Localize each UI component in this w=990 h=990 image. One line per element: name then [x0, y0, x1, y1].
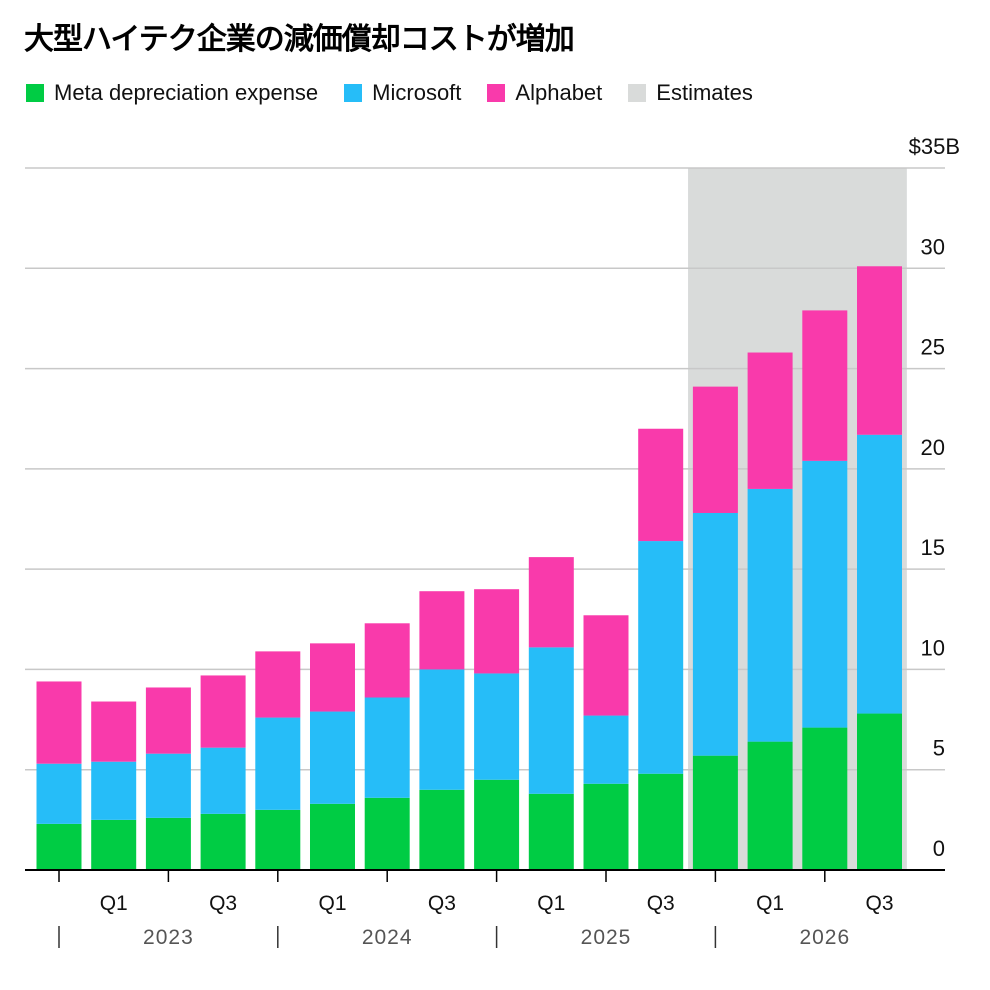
x-tick-label: Q3 [209, 892, 237, 915]
bar-microsoft [364, 697, 410, 798]
bar-alphabet [692, 386, 738, 513]
legend-item-alphabet: Alphabet [487, 80, 602, 106]
y-tick-label: 0 [933, 836, 945, 861]
x-tick-label: Q3 [428, 892, 456, 915]
bar-microsoft [528, 647, 574, 794]
bar-alphabet [638, 428, 684, 542]
x-tick-label: Q1 [318, 892, 346, 915]
bar-microsoft [747, 488, 793, 742]
bar-alphabet [747, 352, 793, 489]
x-tick-label: Q1 [756, 892, 784, 915]
bar-alphabet [36, 681, 82, 764]
chart-title: 大型ハイテク企業の減価償却コストが増加 [24, 22, 575, 57]
legend-item-estimates: Estimates [628, 80, 753, 106]
bar-microsoft [474, 673, 520, 780]
bar-meta [310, 803, 355, 870]
legend-label: Estimates [656, 80, 753, 105]
bar-microsoft [36, 763, 82, 824]
y-tick-label: $35B [909, 134, 960, 159]
year-label: 2026 [799, 926, 850, 949]
x-tick-label: Q3 [647, 892, 675, 915]
bar-microsoft [857, 434, 902, 714]
x-tick-label: Q1 [537, 892, 565, 915]
year-label: 2024 [362, 926, 413, 949]
bar-meta [200, 813, 246, 870]
y-tick-label: 25 [921, 335, 945, 360]
bar-microsoft [802, 460, 848, 728]
bar-alphabet [474, 589, 520, 674]
legend-item-meta: Meta depreciation expense [26, 80, 318, 106]
bar-alphabet [310, 643, 355, 712]
legend: Meta depreciation expense Microsoft Alph… [26, 80, 753, 106]
bar-microsoft [145, 753, 191, 818]
legend-label: Alphabet [515, 80, 603, 105]
legend-label: Microsoft [372, 80, 462, 105]
bar-meta [747, 741, 793, 870]
y-tick-label: 10 [921, 635, 945, 660]
y-tick-label: 20 [921, 435, 945, 460]
bar-microsoft [255, 717, 301, 810]
bar-meta [145, 817, 191, 870]
bar-alphabet [200, 675, 246, 748]
bar-meta [364, 797, 410, 870]
bar-meta [255, 809, 301, 870]
bar-microsoft [583, 715, 629, 784]
bar-meta [802, 727, 848, 870]
legend-swatch-estimates [628, 84, 647, 102]
legend-item-microsoft: Microsoft [344, 80, 461, 106]
bar-microsoft [310, 711, 355, 804]
bar-alphabet [91, 701, 137, 762]
bar-alphabet [583, 615, 629, 716]
bar-alphabet [802, 310, 848, 461]
bar-microsoft [638, 541, 684, 774]
bar-microsoft [91, 761, 137, 820]
bar-meta [583, 783, 629, 870]
bar-alphabet [528, 557, 574, 648]
y-tick-label: 30 [921, 234, 945, 259]
y-tick-label: 15 [921, 535, 945, 560]
legend-label: Meta depreciation expense [54, 80, 319, 105]
bar-meta [638, 773, 684, 870]
bar-meta [474, 779, 520, 870]
bar-microsoft [692, 512, 738, 756]
bar-meta [91, 819, 137, 870]
x-tick-label: Q3 [865, 892, 893, 915]
bar-alphabet [364, 623, 410, 698]
x-tick-label: Q1 [100, 892, 128, 915]
bar-alphabet [857, 266, 902, 435]
legend-swatch-microsoft [344, 84, 363, 102]
bar-meta [692, 755, 738, 870]
bar-microsoft [200, 747, 246, 814]
bar-alphabet [145, 687, 191, 754]
year-label: 2023 [143, 926, 194, 949]
bar-microsoft [419, 669, 465, 790]
legend-swatch-meta [26, 84, 44, 102]
y-tick-label: 5 [933, 736, 945, 761]
bar-alphabet [255, 651, 301, 718]
bar-meta [857, 713, 902, 870]
bar-meta [419, 789, 465, 870]
legend-swatch-alphabet [487, 84, 506, 102]
bar-meta [36, 823, 82, 870]
bar-alphabet [419, 591, 465, 670]
year-label: 2025 [581, 926, 632, 949]
bar-meta [528, 793, 574, 870]
